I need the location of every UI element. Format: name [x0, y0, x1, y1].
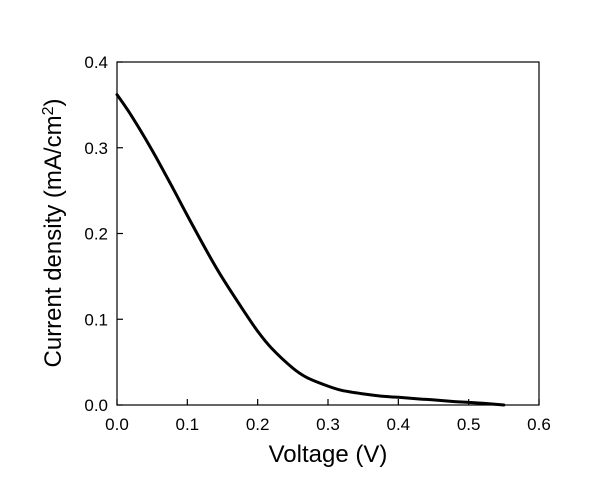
x-tick-label: 0.0: [105, 415, 129, 434]
y-tick-label: 0.4: [84, 53, 108, 72]
x-tick-label: 0.2: [246, 415, 270, 434]
y-axis-title-superscript: 2: [40, 106, 57, 115]
y-tick-label: 0.0: [84, 396, 108, 415]
y-axis-title: Current density (mA/cm2): [40, 99, 68, 368]
series-line: [115, 93, 506, 407]
plot-frame: [116, 61, 540, 406]
y-axis-title-main: Current density (mA/cm: [40, 115, 67, 367]
x-tick-label: 0.6: [527, 415, 551, 434]
x-tick-label: 0.3: [316, 415, 340, 434]
x-tick-label: 0.5: [457, 415, 481, 434]
x-tick-label: 0.4: [387, 415, 411, 434]
y-tick-label: 0.1: [84, 310, 108, 329]
x-axis-ticks: 0.0 0.1 0.2 0.3 0.4 0.5 0.6: [105, 399, 551, 434]
y-axis-title-suffix: ): [40, 99, 67, 107]
x-tick-label: 0.1: [176, 415, 200, 434]
y-tick-label: 0.2: [84, 225, 108, 244]
x-axis-title: Voltage (V): [269, 441, 388, 468]
y-tick-label: 0.3: [84, 139, 108, 158]
y-axis-ticks: 0.0 0.1 0.2 0.3 0.4: [84, 53, 123, 415]
